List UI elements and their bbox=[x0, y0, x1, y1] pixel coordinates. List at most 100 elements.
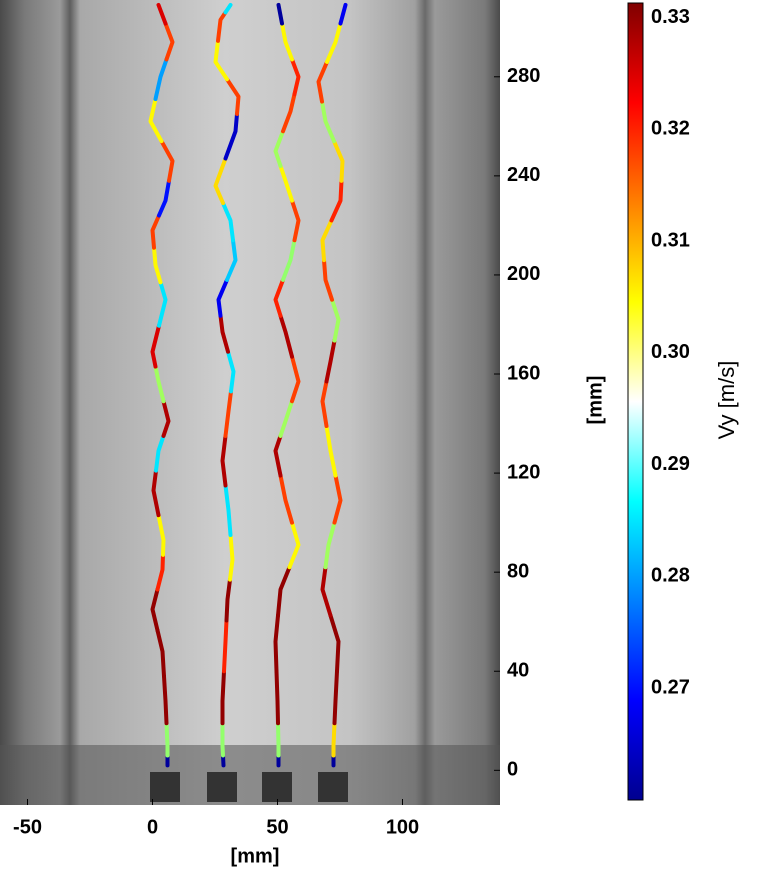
track-point bbox=[324, 424, 338, 478]
y-tick-label: 40 bbox=[507, 660, 529, 682]
track-point bbox=[276, 721, 281, 758]
track-point bbox=[218, 313, 230, 354]
track-point bbox=[159, 139, 175, 183]
track-point bbox=[213, 156, 228, 206]
track-point bbox=[223, 2, 233, 15]
track-point bbox=[278, 313, 294, 359]
track-point bbox=[151, 468, 161, 518]
track-point bbox=[220, 669, 226, 726]
track-point bbox=[338, 2, 348, 26]
track-point bbox=[328, 613, 341, 674]
track-point bbox=[320, 218, 334, 263]
track-point bbox=[225, 238, 238, 282]
track-point bbox=[290, 57, 301, 97]
track-point bbox=[322, 258, 334, 302]
track-point bbox=[290, 198, 301, 243]
track-point bbox=[150, 587, 160, 633]
track-point bbox=[213, 38, 229, 82]
track-point bbox=[316, 59, 329, 104]
y-tick-label: 80 bbox=[507, 560, 529, 582]
track-point bbox=[329, 178, 344, 223]
track-point bbox=[290, 354, 301, 404]
track-point bbox=[163, 21, 175, 62]
tracks bbox=[148, 2, 348, 768]
track-point bbox=[226, 349, 236, 394]
track-point bbox=[224, 577, 232, 623]
y-tick-label: 0 bbox=[507, 759, 518, 781]
track-point bbox=[223, 111, 239, 161]
track-point bbox=[323, 520, 337, 570]
track-point bbox=[216, 10, 228, 43]
y-tick-label: 160 bbox=[507, 362, 540, 384]
track-point bbox=[220, 721, 225, 758]
track-point bbox=[156, 513, 166, 557]
track-point bbox=[155, 552, 165, 592]
colorbar-label: Vy [m/s] bbox=[714, 361, 739, 440]
track-point bbox=[150, 213, 161, 250]
track-point bbox=[153, 57, 169, 102]
axes: -50 0 50 100 0 40 80 120 160 200 240 280 0.27 0.28 0.2… bbox=[13, 6, 690, 838]
track-point bbox=[280, 21, 294, 62]
colorbar-tick-label: 0.27 bbox=[651, 677, 690, 699]
track-point bbox=[281, 238, 297, 282]
track-point bbox=[162, 674, 169, 726]
x-tick-label: 0 bbox=[147, 816, 158, 838]
colorbar-tick-label: 0.30 bbox=[651, 341, 690, 363]
photo-background bbox=[0, 0, 500, 805]
track-point bbox=[332, 139, 345, 183]
track-point bbox=[278, 163, 294, 203]
track-point bbox=[223, 483, 233, 538]
track-point bbox=[225, 77, 241, 116]
track-point bbox=[223, 389, 233, 438]
track-point bbox=[153, 364, 166, 404]
x-tick-label: 50 bbox=[266, 816, 288, 838]
track-point bbox=[273, 277, 285, 318]
x-axis-label: [mm] bbox=[231, 845, 280, 867]
track-point bbox=[154, 433, 166, 473]
track-point bbox=[220, 433, 228, 488]
track-point bbox=[152, 245, 163, 285]
track-point bbox=[274, 669, 280, 726]
colorbar-tick-label: 0.28 bbox=[651, 565, 690, 587]
x-tick-label: 100 bbox=[386, 816, 419, 838]
track-point bbox=[331, 721, 337, 758]
track-point bbox=[320, 565, 333, 618]
track-point bbox=[320, 99, 336, 144]
y-tick-label: 120 bbox=[507, 461, 540, 483]
colorbar-tick-label: 0.31 bbox=[651, 229, 690, 251]
track-point bbox=[332, 473, 343, 525]
track-point bbox=[278, 399, 294, 438]
track-point bbox=[273, 129, 285, 168]
colorbar-tick-label: 0.29 bbox=[651, 453, 690, 475]
track-point bbox=[273, 613, 280, 674]
track-point bbox=[332, 669, 339, 726]
track-point bbox=[161, 399, 171, 438]
track-point bbox=[278, 473, 294, 525]
track-point bbox=[228, 533, 235, 582]
track-point bbox=[276, 565, 292, 618]
track-point bbox=[222, 618, 229, 674]
track-point bbox=[273, 433, 283, 478]
track-point bbox=[216, 277, 229, 318]
y-tick-label: 200 bbox=[507, 263, 540, 285]
track-point bbox=[221, 201, 235, 243]
y-tick-label: 280 bbox=[507, 65, 540, 87]
track-point bbox=[276, 2, 284, 26]
track-point bbox=[157, 178, 171, 218]
track-point bbox=[325, 21, 343, 64]
colorbar-tick-label: 0.32 bbox=[651, 118, 690, 140]
y-axis-label: [mm] bbox=[584, 376, 606, 425]
track-point bbox=[287, 520, 301, 570]
track-point bbox=[148, 97, 164, 144]
track-point bbox=[320, 379, 329, 429]
track-point bbox=[157, 280, 168, 328]
track-point bbox=[281, 92, 297, 134]
track-point bbox=[330, 297, 341, 343]
y-tick-label: 240 bbox=[507, 164, 540, 186]
x-tick-label: -50 bbox=[13, 816, 42, 838]
track-point bbox=[155, 628, 166, 679]
track-point bbox=[164, 721, 170, 758]
track-point bbox=[324, 338, 337, 384]
colorbar bbox=[627, 2, 644, 801]
